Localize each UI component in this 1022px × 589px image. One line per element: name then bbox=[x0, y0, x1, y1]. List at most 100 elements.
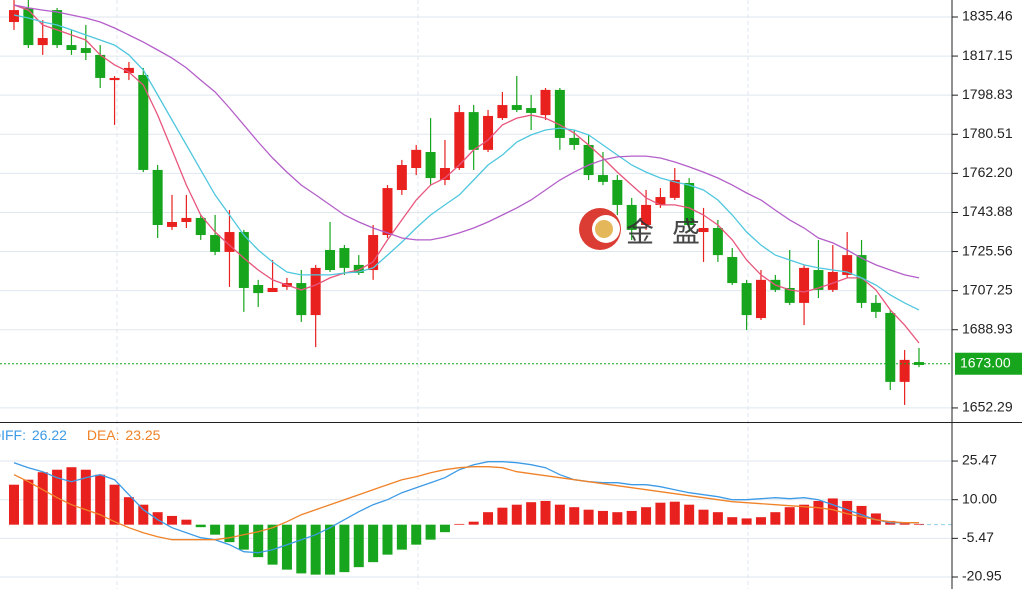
watermark-text: 盛 bbox=[672, 216, 700, 247]
macd-bar bbox=[655, 502, 666, 525]
candle-body bbox=[813, 270, 824, 290]
candle-body bbox=[483, 115, 494, 150]
y-tick-label: 25.47 bbox=[962, 452, 997, 468]
candle-body bbox=[870, 302, 881, 312]
candle-body bbox=[827, 271, 838, 290]
macd-bar bbox=[741, 518, 752, 525]
candle-body bbox=[913, 362, 924, 366]
macd-bar bbox=[37, 472, 48, 525]
candle-body bbox=[382, 188, 393, 236]
macd-bar bbox=[210, 524, 221, 535]
candle-body bbox=[583, 144, 594, 176]
candle-body bbox=[727, 257, 738, 284]
candle-body bbox=[339, 248, 350, 268]
candle-body bbox=[238, 232, 249, 288]
macd-bar bbox=[267, 524, 278, 565]
candle-body bbox=[755, 279, 766, 319]
candle-body bbox=[152, 169, 163, 226]
candle-body bbox=[741, 283, 752, 316]
macd-bar bbox=[138, 504, 149, 525]
candle-body bbox=[684, 182, 695, 226]
macd-bar bbox=[913, 523, 924, 525]
macd-bar bbox=[511, 504, 522, 525]
macd-bar bbox=[698, 509, 709, 525]
legend-value: 23.25 bbox=[125, 427, 160, 443]
macd-bar bbox=[238, 524, 249, 550]
candle-body bbox=[454, 112, 465, 169]
candle-body bbox=[296, 283, 307, 316]
macd-bar bbox=[497, 507, 508, 525]
macd-bar bbox=[813, 500, 824, 525]
y-tick-label: 1835.46 bbox=[962, 8, 1013, 24]
candle-body bbox=[37, 38, 48, 46]
candle-body bbox=[554, 89, 565, 138]
candle-body bbox=[109, 77, 120, 81]
macd-bar bbox=[425, 524, 436, 540]
macd-bar bbox=[483, 512, 494, 525]
candle-body bbox=[597, 175, 608, 182]
candle-body bbox=[655, 197, 666, 205]
candle-body bbox=[698, 227, 709, 233]
legend: DIFF: 26.22 DEA: 23.25 bbox=[0, 427, 161, 443]
candle-body bbox=[310, 267, 321, 316]
candle-body bbox=[167, 222, 178, 227]
last-price-box bbox=[955, 352, 1022, 375]
macd-bar bbox=[310, 524, 321, 575]
candle-body bbox=[52, 10, 63, 46]
line-series bbox=[13, 14, 920, 311]
candle-body bbox=[856, 255, 867, 303]
y-tick-label: 1817.15 bbox=[962, 47, 1013, 63]
y-tick-label: 1725.56 bbox=[962, 242, 1013, 258]
y-tick-label: -20.95 bbox=[962, 568, 1002, 584]
macd-bar bbox=[597, 510, 608, 525]
macd-bar bbox=[626, 510, 637, 525]
y-tick-label: 1798.83 bbox=[962, 86, 1013, 102]
macd-bar bbox=[281, 524, 292, 570]
macd-bar bbox=[195, 524, 206, 528]
line-series bbox=[13, 4, 920, 279]
y-tick-label: 1743.88 bbox=[962, 203, 1013, 219]
candle-body bbox=[95, 54, 106, 78]
candle-body bbox=[425, 152, 436, 179]
y-tick-label: 1688.93 bbox=[962, 320, 1013, 336]
macd-bar bbox=[296, 524, 307, 574]
candle-body bbox=[669, 179, 680, 198]
macd-bar bbox=[23, 479, 34, 525]
y-tick-label: 1780.51 bbox=[962, 125, 1013, 141]
candle-body bbox=[842, 255, 853, 275]
macd-bar bbox=[95, 474, 106, 525]
macd-bar bbox=[569, 507, 580, 525]
watermark: 金 盛 bbox=[579, 208, 700, 250]
candle-body bbox=[181, 217, 192, 223]
candle-body bbox=[80, 48, 91, 53]
macd-bar bbox=[799, 504, 810, 525]
line-series bbox=[13, 461, 919, 554]
macd-bar bbox=[439, 524, 450, 533]
macd-bar bbox=[109, 484, 120, 525]
macd-bar bbox=[325, 524, 336, 575]
legend-name: DIFF: bbox=[0, 427, 26, 443]
macd-bar bbox=[66, 467, 77, 525]
y-tick-label: 1762.20 bbox=[962, 164, 1013, 180]
macd-bar bbox=[224, 524, 235, 543]
candle-body bbox=[526, 108, 537, 113]
macd-bar bbox=[641, 507, 652, 525]
candle-body bbox=[267, 287, 278, 293]
y-tick-label: 1652.29 bbox=[962, 399, 1013, 415]
macd-bar bbox=[353, 524, 364, 568]
macd-bar bbox=[755, 517, 766, 525]
candle-body bbox=[784, 287, 795, 303]
candle-body bbox=[540, 89, 551, 116]
macd-bar bbox=[411, 524, 422, 545]
legend-name: DEA: bbox=[87, 427, 120, 443]
candle-body bbox=[799, 267, 810, 303]
macd-bar bbox=[123, 497, 134, 525]
candle-body bbox=[224, 232, 235, 252]
candle-body bbox=[210, 235, 221, 252]
macd-bar bbox=[167, 515, 178, 525]
line-series bbox=[13, 466, 919, 541]
macd-bar bbox=[181, 519, 192, 525]
candle-body bbox=[511, 105, 522, 110]
macd-bar bbox=[382, 524, 393, 555]
macd-bar bbox=[526, 502, 537, 525]
